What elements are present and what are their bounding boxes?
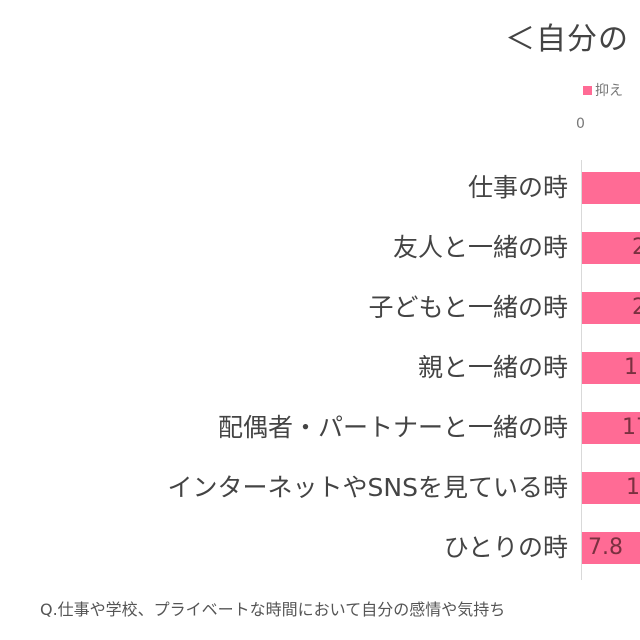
bar-value-label: 7.8 — [588, 535, 623, 560]
category-label: インターネットやSNSを見ている時 — [167, 473, 568, 502]
legend-swatch — [583, 85, 592, 95]
category-label: 配偶者・パートナーと一緒の時 — [217, 413, 568, 442]
bar: 1 — [582, 472, 640, 504]
category-label: ひとりの時 — [443, 533, 568, 562]
bar-row: 配偶者・パートナーと一緒の時 17 — [0, 408, 640, 448]
bar: 2 — [582, 292, 640, 324]
category-label: 仕事の時 — [467, 173, 568, 202]
bar-row: 親と一緒の時 1 — [0, 348, 640, 388]
bar-value-label: 17 — [622, 415, 640, 440]
survey-question-footnote: Q.仕事や学校、プライベートな時間において自分の感情や気持ち — [40, 600, 506, 619]
bar-value-label: 1 — [624, 355, 638, 380]
legend-label: 抑え — [595, 83, 623, 99]
category-label: 友人と一緒の時 — [392, 233, 568, 262]
bar-value-label: 2 — [632, 295, 640, 320]
bar-row: 子どもと一緒の時 2 — [0, 288, 640, 328]
bar — [582, 172, 640, 204]
bar-row: インターネットやSNSを見ている時 1 — [0, 468, 640, 508]
bar-row: ひとりの時 7.8 — [0, 528, 640, 568]
chart-title: ＜自分の — [505, 22, 629, 57]
bar: 1 — [582, 352, 640, 384]
bar: 7.8 — [582, 532, 640, 564]
bar: 2 — [582, 232, 640, 264]
bar-value-label: 2 — [632, 235, 640, 260]
bar-row: 友人と一緒の時 2 — [0, 228, 640, 268]
bar-row: 仕事の時 — [0, 168, 640, 208]
category-label: 親と一緒の時 — [417, 353, 568, 382]
bar-value-label: 1 — [626, 475, 640, 500]
legend: 抑え — [583, 80, 623, 100]
bar: 17 — [582, 412, 640, 444]
category-label: 子どもと一緒の時 — [368, 293, 568, 322]
y-axis-line — [581, 160, 582, 580]
x-axis-tick-0: 0 — [576, 116, 585, 132]
